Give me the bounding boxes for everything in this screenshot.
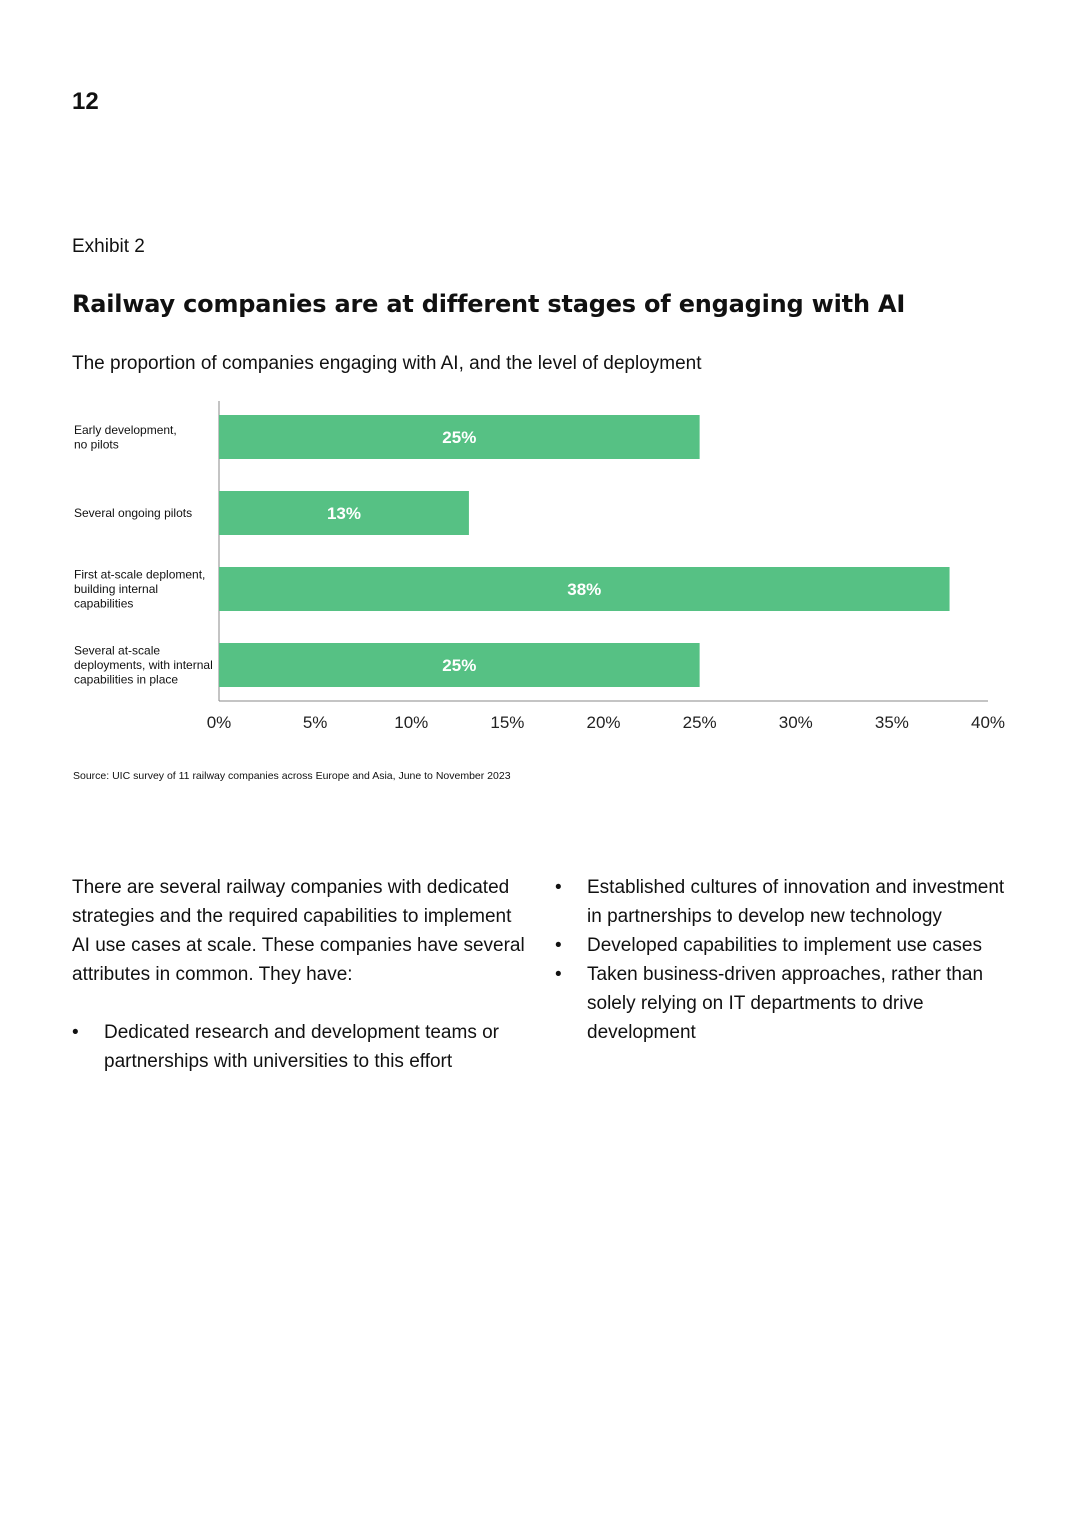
list-item-text: Established cultures of innovation and i… bbox=[587, 877, 1005, 927]
bullet-icon: • bbox=[555, 935, 562, 956]
list-item-text: Taken business-driven approaches, rather… bbox=[587, 964, 984, 1043]
list-item: • Developed capabilities to implement us… bbox=[555, 931, 1015, 960]
bar-value-label: 25% bbox=[442, 428, 476, 447]
bar bbox=[219, 491, 469, 535]
list-item: • Established cultures of innovation and… bbox=[555, 873, 1015, 931]
x-tick-label: 10% bbox=[394, 713, 428, 732]
bar-chart: 25% Early development, no pilots 13% Several… bbox=[74, 401, 1005, 732]
category-label: Several at-scale deployments, with intern… bbox=[74, 644, 213, 687]
exhibit-title: Railway companies are at different stage… bbox=[72, 290, 906, 318]
list-item-text: Developed capabilities to implement use … bbox=[587, 935, 982, 956]
category-label: Several ongoing pilots bbox=[74, 506, 192, 520]
list-item: • Taken business-driven approaches, rath… bbox=[555, 960, 1015, 1047]
x-tick-label: 35% bbox=[875, 713, 909, 732]
x-tick-label: 0% bbox=[207, 713, 232, 732]
bullet-list-right: • Established cultures of innovation and… bbox=[555, 873, 1015, 1047]
bar bbox=[219, 643, 700, 687]
body-right-column: • Established cultures of innovation and… bbox=[555, 873, 1015, 1047]
bullet-icon: • bbox=[72, 1022, 79, 1043]
x-tick-label: 40% bbox=[971, 713, 1005, 732]
x-tick-label: 30% bbox=[779, 713, 813, 732]
x-tick-label: 20% bbox=[586, 713, 620, 732]
x-tick-label: 5% bbox=[303, 713, 328, 732]
bar-value-label: 13% bbox=[327, 504, 361, 523]
page-number: 12 bbox=[72, 88, 99, 115]
x-tick-label: 15% bbox=[490, 713, 524, 732]
category-label: Early development, no pilots bbox=[74, 423, 177, 452]
bar bbox=[219, 567, 950, 611]
bullet-icon: • bbox=[555, 877, 562, 898]
body-left-column: There are several railway companies with… bbox=[72, 873, 527, 1076]
bar bbox=[219, 415, 700, 459]
list-item-text: Dedicated research and development teams… bbox=[104, 1022, 500, 1072]
list-item: • Dedicated research and development tea… bbox=[72, 1018, 527, 1076]
x-tick-label: 25% bbox=[683, 713, 717, 732]
chart-subtitle: The proportion of companies engaging wit… bbox=[72, 353, 702, 374]
source-note: Source: UIC survey of 11 railway compani… bbox=[73, 770, 511, 782]
bar-value-label: 25% bbox=[442, 656, 476, 675]
bullet-list-left: • Dedicated research and development tea… bbox=[72, 1018, 527, 1076]
bullet-icon: • bbox=[555, 964, 562, 985]
bar-value-label: 38% bbox=[567, 580, 601, 599]
intro-paragraph: There are several railway companies with… bbox=[72, 877, 525, 985]
exhibit-label: Exhibit 2 bbox=[72, 236, 145, 257]
category-label: First at-scale deploment, building intern… bbox=[74, 568, 205, 611]
